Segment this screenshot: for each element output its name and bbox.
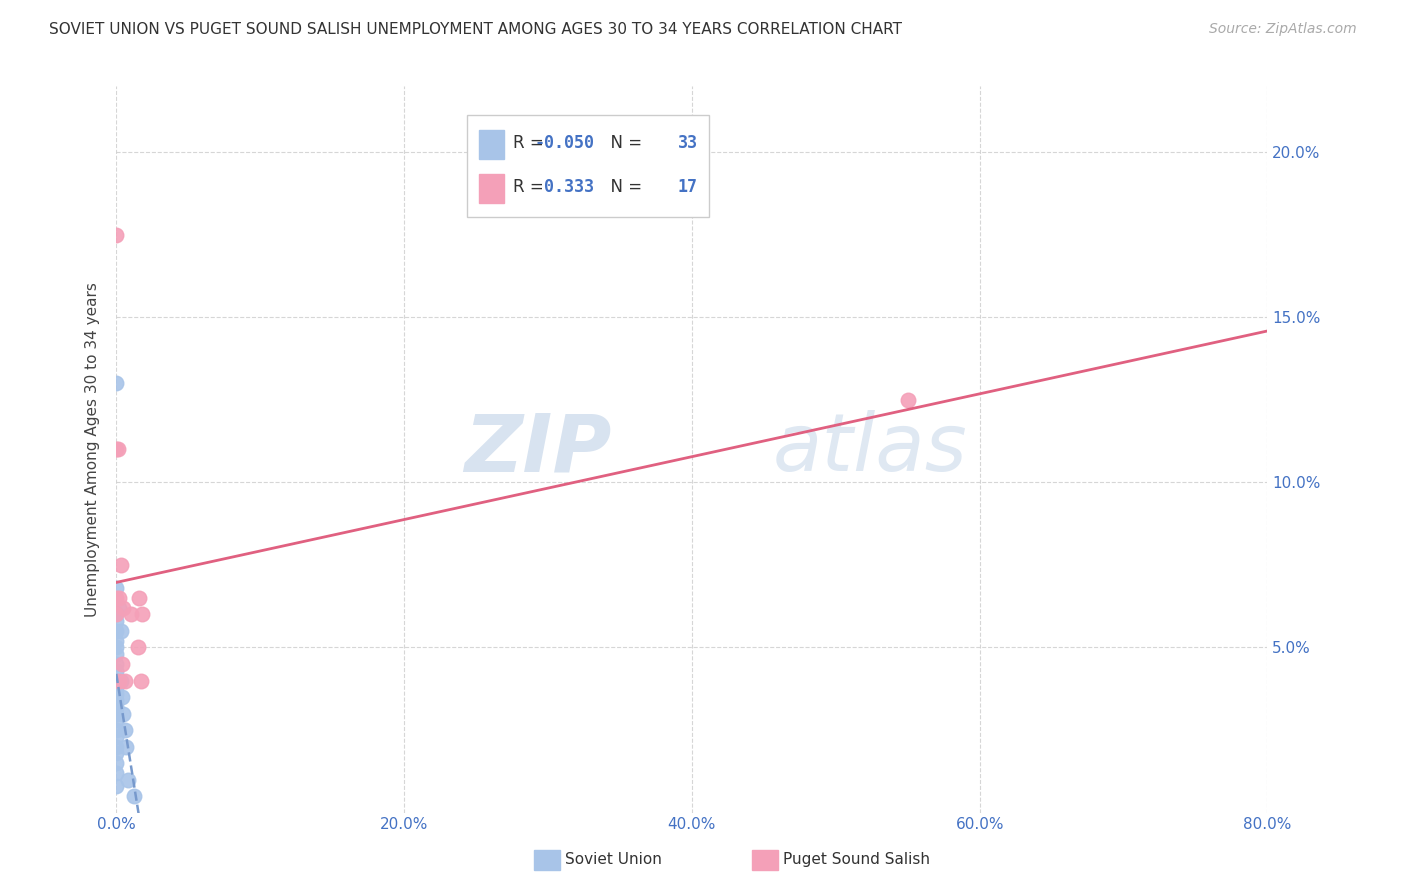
Text: R =: R = <box>513 178 550 195</box>
Point <box>105 442 128 457</box>
Point <box>105 581 128 595</box>
Point <box>129 673 152 688</box>
Point <box>105 640 128 655</box>
Point <box>105 614 128 628</box>
Text: atlas: atlas <box>772 410 967 489</box>
Point <box>105 647 128 661</box>
Point <box>108 600 131 615</box>
Point <box>105 756 128 770</box>
Point <box>112 600 135 615</box>
Point <box>105 687 128 701</box>
Point <box>105 739 128 754</box>
Point <box>105 730 128 744</box>
Point <box>105 713 128 727</box>
Point <box>114 673 136 688</box>
Point <box>131 607 153 622</box>
Bar <box>467 115 709 217</box>
Point <box>897 392 920 407</box>
Point <box>105 607 128 622</box>
Point <box>105 746 128 760</box>
Point <box>108 591 131 605</box>
Point <box>115 739 138 754</box>
Point <box>110 558 132 572</box>
Point <box>122 789 145 803</box>
Point <box>105 673 128 688</box>
Text: 17: 17 <box>678 178 697 195</box>
Text: Source: ZipAtlas.com: Source: ZipAtlas.com <box>1209 22 1357 37</box>
Point <box>112 706 135 721</box>
Text: N =: N = <box>600 134 647 152</box>
Point <box>105 624 128 638</box>
Point <box>114 723 136 737</box>
Point <box>105 723 128 737</box>
Point <box>111 690 134 704</box>
Point <box>105 607 128 622</box>
Point <box>105 700 128 714</box>
Point <box>105 766 128 780</box>
Text: 0.333: 0.333 <box>534 178 593 195</box>
Text: -0.050: -0.050 <box>534 134 593 152</box>
Text: Soviet Union: Soviet Union <box>565 853 662 867</box>
Point <box>128 591 150 605</box>
Point <box>105 706 128 721</box>
Point <box>105 591 128 605</box>
Point <box>111 657 134 671</box>
Point <box>107 442 129 457</box>
Point <box>105 680 128 694</box>
Point <box>105 664 128 678</box>
Bar <box>479 174 505 202</box>
Text: 33: 33 <box>678 134 697 152</box>
Point <box>110 624 132 638</box>
Text: ZIP: ZIP <box>464 410 612 489</box>
Text: Puget Sound Salish: Puget Sound Salish <box>783 853 931 867</box>
Bar <box>479 130 505 159</box>
Point <box>110 673 132 688</box>
Point <box>105 633 128 648</box>
Point <box>105 657 128 671</box>
Text: N =: N = <box>600 178 647 195</box>
Point <box>108 673 131 688</box>
Point <box>120 607 142 622</box>
Text: SOVIET UNION VS PUGET SOUND SALISH UNEMPLOYMENT AMONG AGES 30 TO 34 YEARS CORREL: SOVIET UNION VS PUGET SOUND SALISH UNEMP… <box>49 22 903 37</box>
Y-axis label: Unemployment Among Ages 30 to 34 years: Unemployment Among Ages 30 to 34 years <box>86 282 100 617</box>
Point <box>105 376 128 391</box>
Point <box>105 693 128 707</box>
Point <box>105 227 128 242</box>
Text: R =: R = <box>513 134 550 152</box>
Point <box>117 772 139 787</box>
Point <box>105 779 128 793</box>
Point <box>127 640 149 655</box>
